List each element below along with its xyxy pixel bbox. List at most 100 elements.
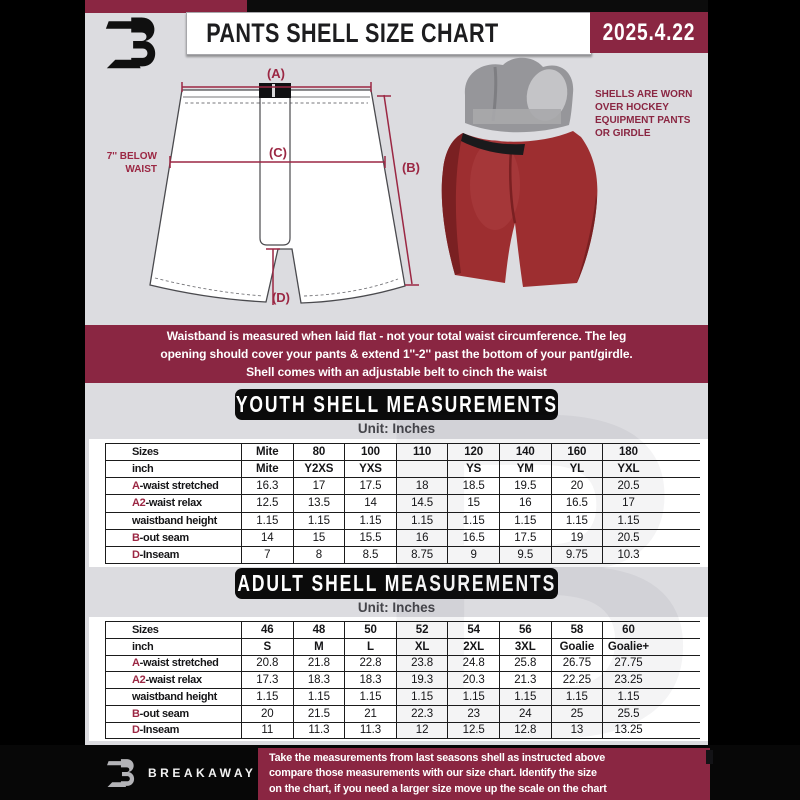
size-code-cell: Goalie+ [602,638,654,656]
measurement-cell: 11.3 [292,722,345,740]
size-code-cell: YXL [602,461,654,479]
measurement-letter: B [132,531,140,544]
measurement-cell: 12.5 [241,495,293,513]
measurement-cell: 25.5 [602,705,654,723]
youth-section-banner: YOUTH SHELL MEASUREMENTS [235,389,558,420]
size-header-cell: 54 [447,622,499,639]
size-code-cell [395,461,448,479]
size-code-cell: 2XL [447,638,499,656]
measurement-cell: 17.5 [498,529,551,547]
measurement-cell: 23.8 [395,655,448,673]
spacer-cell [653,689,700,706]
measurement-letter: A2 [132,497,146,510]
measurement-cell: 1.15 [447,512,499,530]
size-header-cell: 58 [550,622,603,639]
adult-section-title: ADULT SHELL MEASUREMENTS [237,570,556,596]
shell-body [441,131,598,287]
measurement-row-label: B -out seam [106,530,241,547]
measurement-letter: A [132,657,140,670]
footer-brand-name: BREAKAWAY [148,765,257,780]
youth-size-table: Sizes Mite 80 100 110 120 140 160 180 inch Mite Y2X… [105,443,700,564]
measurement-row-label: D -Inseam [106,723,241,740]
measurement-cell: 13.5 [292,495,345,513]
measurement-cell: 21.3 [498,672,551,689]
info-banner: Waistband is measured when laid flat - n… [85,325,708,383]
adult-table-panel [89,617,708,741]
size-header-cell: 160 [550,444,603,462]
size-code-cell: YXS [344,461,396,479]
dimension-label-d: (D) [272,290,290,305]
measurement-cell: 1.15 [241,512,293,530]
measurement-row-label: A2 -waist relax [106,495,241,513]
measurement-cell: 27.75 [602,655,654,673]
footer-note-line: Take the measurements from last seasons … [269,751,606,764]
measurement-cell: 14 [241,529,293,547]
dimension-label-c: (C) [269,145,287,160]
measurement-cell: 25.8 [498,655,551,673]
size-header-cell: 100 [344,444,396,462]
measurement-cell: 10.3 [602,546,654,564]
size-code-cell: S [241,638,293,656]
date-badge: 2025.4.22 [590,12,708,53]
measurement-cell: 19.5 [498,478,551,496]
youth-section-title: YOUTH SHELL MEASUREMENTS [235,391,558,417]
size-header-row-label: Sizes [106,622,241,639]
right-hem-stitch-line [303,278,399,297]
girdle-pad [526,69,568,121]
measurement-cell: 20.5 [602,529,654,547]
measurement-row-label: A -waist stretched [106,478,241,496]
left-hem-stitch-line [154,277,264,297]
measurement-cell: 9 [447,546,499,564]
shell-note-line: OVER HOCKEY [595,102,669,113]
size-header-cell: 46 [241,622,293,639]
spacer-cell [653,656,700,673]
measurement-cell: 8.5 [344,546,396,564]
measurement-cell: 17 [602,495,654,513]
measurement-cell: 22.25 [550,672,603,689]
measurement-cell: 19.3 [395,672,448,689]
measurement-letter: D [132,724,140,737]
measurement-cell: 16.5 [550,495,603,513]
measurement-cell: 13 [550,722,603,740]
measurement-cell: 18.3 [292,672,345,689]
spacer-cell [653,639,700,656]
measurement-cell: 1.15 [292,689,345,706]
measurement-cell: 8 [292,546,345,564]
measurement-cell: 11 [241,722,293,740]
shell-measurement-diagram: (A) (B) (C) (D) 7'' BELOW WAIST [107,66,420,305]
spacer-cell [653,530,700,547]
size-code-cell: M [292,638,345,656]
measurement-row-label: A2 -waist relax [106,672,241,689]
measurement-cell: 7 [241,546,293,564]
measurement-cell: 1.15 [602,512,654,530]
measurement-cell: 21.5 [292,705,345,723]
measurement-cell: 12 [395,722,448,740]
spacer-cell [653,547,700,564]
hockey-shell-photo [441,57,598,287]
fly-panel [259,91,291,246]
measurement-cell: 1.15 [241,689,293,706]
header-accent-strip [85,0,247,13]
measurement-cell: 20 [241,705,293,723]
measurement-cell: 20.3 [447,672,499,689]
measurement-cell: 18.3 [344,672,396,689]
size-header-cell: 120 [447,444,499,462]
measurement-cell: 17 [292,478,345,496]
measurement-cell: 1.15 [344,689,396,706]
measurement-cell: 9.75 [550,546,603,564]
measurement-letter: D [132,548,140,561]
measurement-row-label: B -out seam [106,706,241,723]
spacer-cell [653,461,700,479]
spacer-cell [653,706,700,723]
adult-section-banner: ADULT SHELL MEASUREMENTS [235,568,558,599]
size-header-cell: Mite [241,444,293,462]
measurement-row-label: D -Inseam [106,547,241,564]
adult-size-table: Sizes 46 48 50 52 54 56 58 60 inch S M L XL 2XL 3XL Goal… [105,621,700,740]
size-header-cell: 80 [292,444,345,462]
page: PANTS SHELL SIZE CHART 2025.4.22 (A) (B)… [85,0,708,745]
measurement-cell: 14.5 [395,495,448,513]
size-header-cell: 140 [498,444,551,462]
measurement-cell: 24.8 [447,655,499,673]
measurement-cell: 25 [550,705,603,723]
size-code-row-label: inch [106,461,241,479]
